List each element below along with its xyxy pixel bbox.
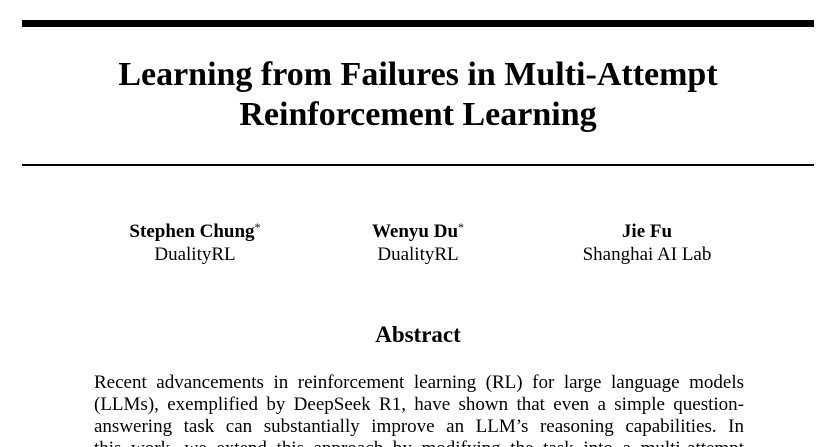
author-affiliation: DualityRL [377,244,459,265]
author-block: Jie Fu Shanghai AI Lab [547,220,747,266]
author-name: Wenyu Du* [371,220,465,242]
author-affiliation: Shanghai AI Lab [582,244,712,265]
author-affiliation: DualityRL [154,244,236,265]
abstract-line: (LLMs), exemplified by DeepSeek R1, have… [94,394,744,415]
bottom-rule [22,164,814,166]
paper-title-line-2: Reinforcement Learning [239,96,597,133]
author-name: Jie Fu [621,221,673,242]
abstract-line: this work, we extend this approach by mo… [94,438,744,447]
paper-title: Learning from Failures in Multi-Attempt … [22,55,814,135]
author-block: Stephen Chung* DualityRL [95,220,295,266]
abstract-line: answering task can substantially improve… [94,416,744,437]
top-rule [22,20,814,27]
author-block: Wenyu Du* DualityRL [318,220,518,266]
abstract-body: Recent advancements in reinforcement lea… [94,372,744,447]
paper-title-line-1: Learning from Failures in Multi-Attempt [118,56,718,93]
author-name: Stephen Chung* [129,220,261,242]
abstract-heading: Abstract [375,322,461,347]
abstract-line: Recent advancements in reinforcement lea… [94,372,744,393]
equal-contribution-mark: * [458,220,465,234]
equal-contribution-mark: * [254,220,261,234]
